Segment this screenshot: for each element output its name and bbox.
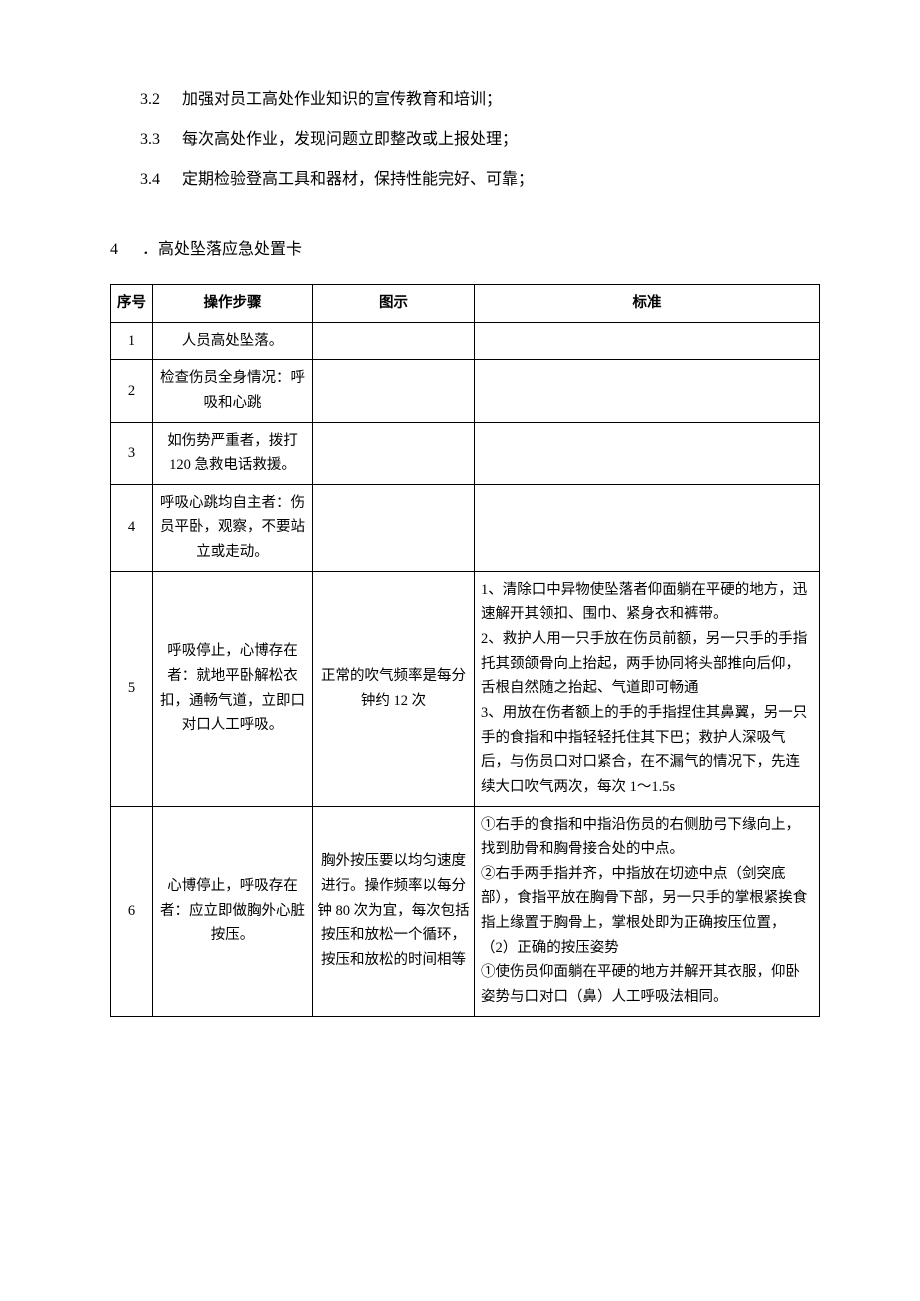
- section-number: 4: [110, 230, 142, 270]
- cell-step: 呼吸停止，心博存在者：就地平卧解松衣扣，通畅气道，立即口对口人工呼吸。: [153, 571, 313, 806]
- cell-step: 如伤势严重者，拨打 120 急救电话救援。: [153, 422, 313, 484]
- cell-standard: [475, 360, 820, 422]
- col-standard: 标准: [475, 285, 820, 323]
- table-row: 1 人员高处坠落。: [111, 322, 820, 360]
- cell-step: 心博停止，呼吸存在者：应立即做胸外心脏按压。: [153, 806, 313, 1016]
- list-item-3-4: 3.4 定期检验登高工具和器材，保持性能完好、可靠；: [140, 160, 820, 200]
- table-row: 5 呼吸停止，心博存在者：就地平卧解松衣扣，通畅气道，立即口对口人工呼吸。 正常…: [111, 571, 820, 806]
- col-seq: 序号: [111, 285, 153, 323]
- list-item-3-3: 3.3 每次高处作业，发现问题立即整改或上报处理；: [140, 120, 820, 160]
- cell-illus: 胸外按压要以均匀速度进行。操作频率以每分钟 80 次为宜，每次包括按压和放松一个…: [313, 806, 475, 1016]
- cell-illus: [313, 422, 475, 484]
- document-page: 3.2 加强对员工高处作业知识的宣传教育和培训； 3.3 每次高处作业，发现问题…: [0, 0, 920, 1301]
- cell-seq: 2: [111, 360, 153, 422]
- cell-standard: [475, 422, 820, 484]
- cell-step: 呼吸心跳均自主者：伤员平卧，观察，不要站立或走动。: [153, 484, 313, 571]
- cell-illus: [313, 484, 475, 571]
- cell-seq: 5: [111, 571, 153, 806]
- cell-standard: [475, 484, 820, 571]
- cell-seq: 4: [111, 484, 153, 571]
- col-step: 操作步骤: [153, 285, 313, 323]
- list-text: 加强对员工高处作业知识的宣传教育和培训；: [182, 80, 502, 120]
- cell-standard: ①右手的食指和中指沿伤员的右侧肋弓下缘向上，找到肋骨和胸骨接合处的中点。②右手两…: [475, 806, 820, 1016]
- cell-seq: 1: [111, 322, 153, 360]
- list-text: 定期检验登高工具和器材，保持性能完好、可靠；: [182, 160, 534, 200]
- cell-standard: [475, 322, 820, 360]
- table-row: 3 如伤势严重者，拨打 120 急救电话救援。: [111, 422, 820, 484]
- cell-illus: [313, 360, 475, 422]
- cell-step: 人员高处坠落。: [153, 322, 313, 360]
- emergency-procedure-table: 序号 操作步骤 图示 标准 1 人员高处坠落。 2 检查伤员全身情况：呼吸和心跳…: [110, 284, 820, 1017]
- table-row: 6 心博停止，呼吸存在者：应立即做胸外心脏按压。 胸外按压要以均匀速度进行。操作…: [111, 806, 820, 1016]
- cell-seq: 6: [111, 806, 153, 1016]
- section-heading-4: 4 ．高处坠落应急处置卡: [110, 230, 820, 270]
- cell-step: 检查伤员全身情况：呼吸和心跳: [153, 360, 313, 422]
- table-row: 4 呼吸心跳均自主者：伤员平卧，观察，不要站立或走动。: [111, 484, 820, 571]
- cell-illus: 正常的吹气频率是每分钟约 12 次: [313, 571, 475, 806]
- list-number: 3.4: [140, 160, 182, 200]
- list-item-3-2: 3.2 加强对员工高处作业知识的宣传教育和培训；: [140, 80, 820, 120]
- list-text: 每次高处作业，发现问题立即整改或上报处理；: [182, 120, 518, 160]
- table-row: 2 检查伤员全身情况：呼吸和心跳: [111, 360, 820, 422]
- cell-seq: 3: [111, 422, 153, 484]
- list-number: 3.2: [140, 80, 182, 120]
- table-header-row: 序号 操作步骤 图示 标准: [111, 285, 820, 323]
- cell-illus: [313, 322, 475, 360]
- col-illus: 图示: [313, 285, 475, 323]
- section-title: ．高处坠落应急处置卡: [142, 230, 302, 270]
- cell-standard: 1、清除口中异物使坠落者仰面躺在平硬的地方，迅速解开其领扣、围巾、紧身衣和裤带。…: [475, 571, 820, 806]
- list-number: 3.3: [140, 120, 182, 160]
